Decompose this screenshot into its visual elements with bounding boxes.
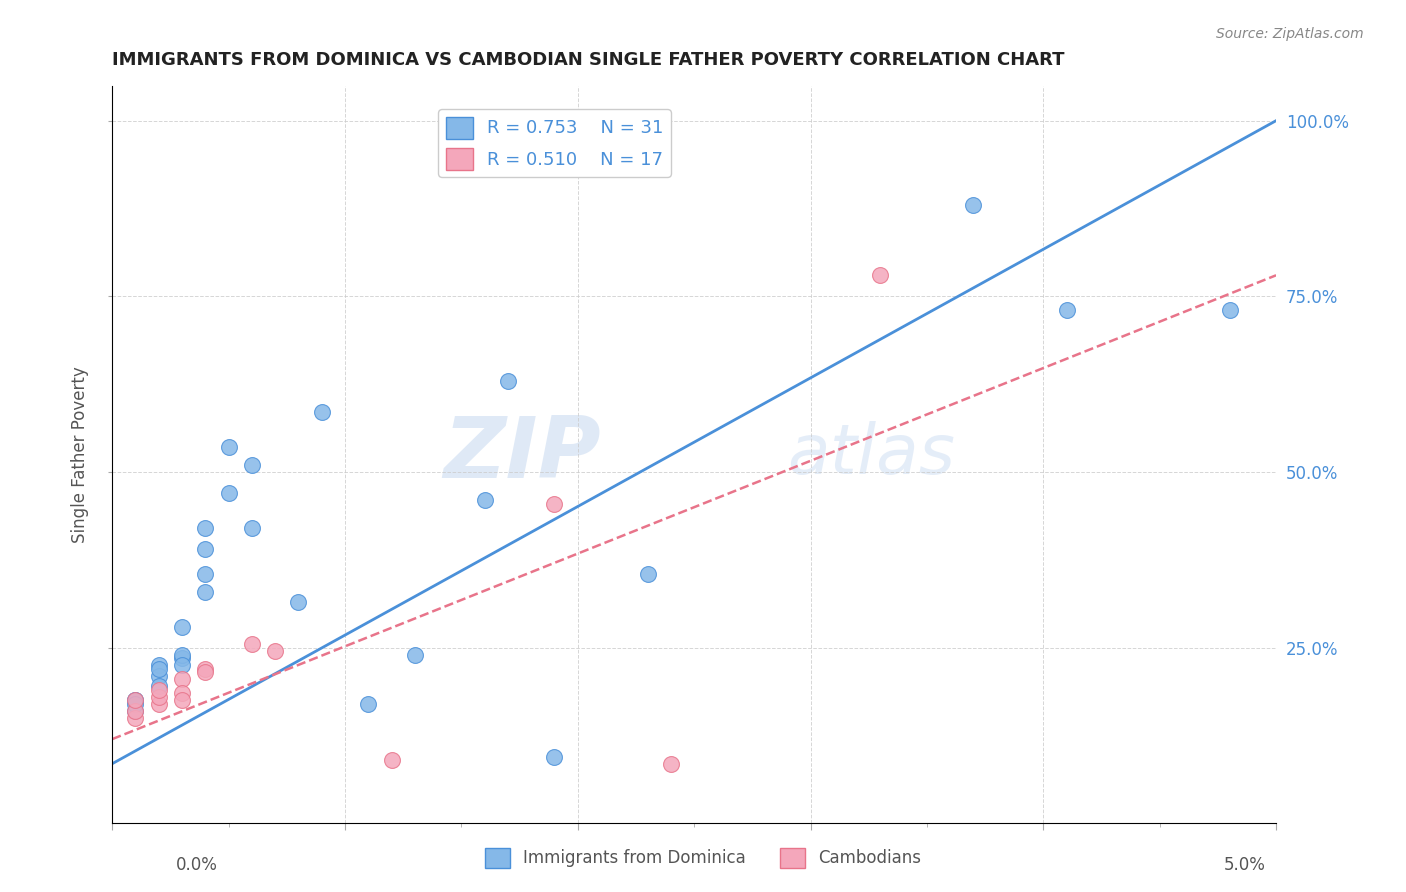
Point — [124, 697, 146, 711]
Text: 5.0%: 5.0% — [1223, 856, 1265, 874]
Point — [218, 486, 240, 500]
Point — [170, 693, 193, 707]
Point — [659, 756, 682, 771]
Point — [124, 693, 146, 707]
Point — [543, 749, 565, 764]
Point — [170, 673, 193, 687]
Legend: Immigrants from Dominica, Cambodians: Immigrants from Dominica, Cambodians — [478, 841, 928, 875]
Point — [194, 521, 217, 535]
Point — [170, 651, 193, 665]
Point — [1218, 303, 1240, 318]
Point — [194, 662, 217, 676]
Point — [194, 584, 217, 599]
Point — [240, 637, 263, 651]
Point — [124, 711, 146, 725]
Point — [240, 458, 263, 472]
Point — [380, 753, 402, 767]
Point — [148, 680, 170, 694]
Point — [496, 374, 519, 388]
Point — [170, 686, 193, 700]
Point — [148, 690, 170, 704]
Legend: R = 0.753    N = 31, R = 0.510    N = 17: R = 0.753 N = 31, R = 0.510 N = 17 — [439, 110, 671, 177]
Point — [637, 566, 659, 581]
Point — [148, 669, 170, 683]
Point — [404, 648, 426, 662]
Point — [240, 521, 263, 535]
Point — [170, 658, 193, 673]
Point — [543, 497, 565, 511]
Text: atlas: atlas — [787, 421, 955, 488]
Point — [124, 704, 146, 718]
Text: IMMIGRANTS FROM DOMINICA VS CAMBODIAN SINGLE FATHER POVERTY CORRELATION CHART: IMMIGRANTS FROM DOMINICA VS CAMBODIAN SI… — [112, 51, 1064, 69]
Point — [194, 566, 217, 581]
Point — [124, 704, 146, 718]
Point — [148, 682, 170, 697]
Point — [194, 665, 217, 680]
Point — [148, 658, 170, 673]
Point — [218, 441, 240, 455]
Text: Source: ZipAtlas.com: Source: ZipAtlas.com — [1216, 27, 1364, 41]
Point — [148, 697, 170, 711]
Point — [962, 198, 984, 212]
Point — [474, 493, 496, 508]
Point — [1056, 303, 1078, 318]
Y-axis label: Single Father Poverty: Single Father Poverty — [72, 366, 89, 543]
Point — [124, 693, 146, 707]
Point — [148, 662, 170, 676]
Point — [170, 648, 193, 662]
Point — [264, 644, 287, 658]
Text: 0.0%: 0.0% — [176, 856, 218, 874]
Point — [357, 697, 380, 711]
Point — [287, 595, 309, 609]
Point — [170, 620, 193, 634]
Point — [311, 405, 333, 419]
Point — [194, 542, 217, 557]
Point — [869, 268, 891, 283]
Point — [124, 693, 146, 707]
Text: ZIP: ZIP — [443, 413, 600, 496]
